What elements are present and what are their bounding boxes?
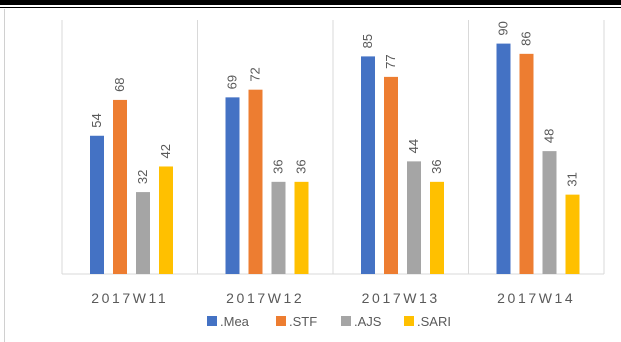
data-label: 42 (158, 144, 173, 158)
x-tick-label: 2017W13 (362, 290, 440, 306)
legend-label: .STF (289, 314, 317, 329)
bar (407, 161, 421, 274)
top-rule-thick (0, 0, 621, 5)
data-label: 90 (496, 21, 511, 35)
data-label: 31 (565, 172, 580, 186)
legend-label: .SARI (417, 314, 451, 329)
data-label: 36 (429, 159, 444, 173)
bar (294, 181, 309, 274)
data-label: 86 (519, 31, 534, 45)
data-label: 69 (225, 75, 240, 89)
data-label: 36 (271, 159, 286, 173)
data-label: 36 (294, 159, 309, 173)
bar (248, 89, 263, 275)
legend-label: .Mea (220, 314, 250, 329)
bar (159, 166, 173, 274)
data-label: 72 (248, 67, 263, 81)
bar (496, 43, 511, 274)
bar (136, 192, 150, 274)
legend-swatch (404, 316, 414, 326)
legend-swatch (341, 316, 351, 326)
x-tick-label: 2017W11 (91, 290, 168, 306)
bar (519, 53, 534, 275)
bar (542, 151, 557, 274)
bar (90, 135, 104, 274)
legend-swatch (276, 316, 286, 326)
x-tick-label: 2017W14 (497, 290, 575, 306)
top-rule-thin (0, 7, 621, 8)
data-label: 54 (89, 113, 104, 127)
data-label: 68 (112, 77, 127, 91)
legend-swatch (207, 316, 217, 326)
legend-label: .AJS (354, 314, 382, 329)
bar (430, 181, 444, 274)
x-tick-label: 2017W12 (226, 290, 304, 306)
data-label: 32 (135, 170, 150, 184)
data-label: 77 (383, 54, 398, 68)
bar (565, 194, 580, 274)
data-label: 85 (360, 34, 375, 48)
bar (225, 97, 240, 274)
bar (361, 56, 375, 275)
bar (271, 181, 286, 274)
data-label: 44 (406, 139, 421, 153)
bar (113, 99, 127, 274)
bar (384, 76, 398, 274)
data-label: 48 (542, 129, 557, 143)
left-rule (4, 9, 5, 342)
